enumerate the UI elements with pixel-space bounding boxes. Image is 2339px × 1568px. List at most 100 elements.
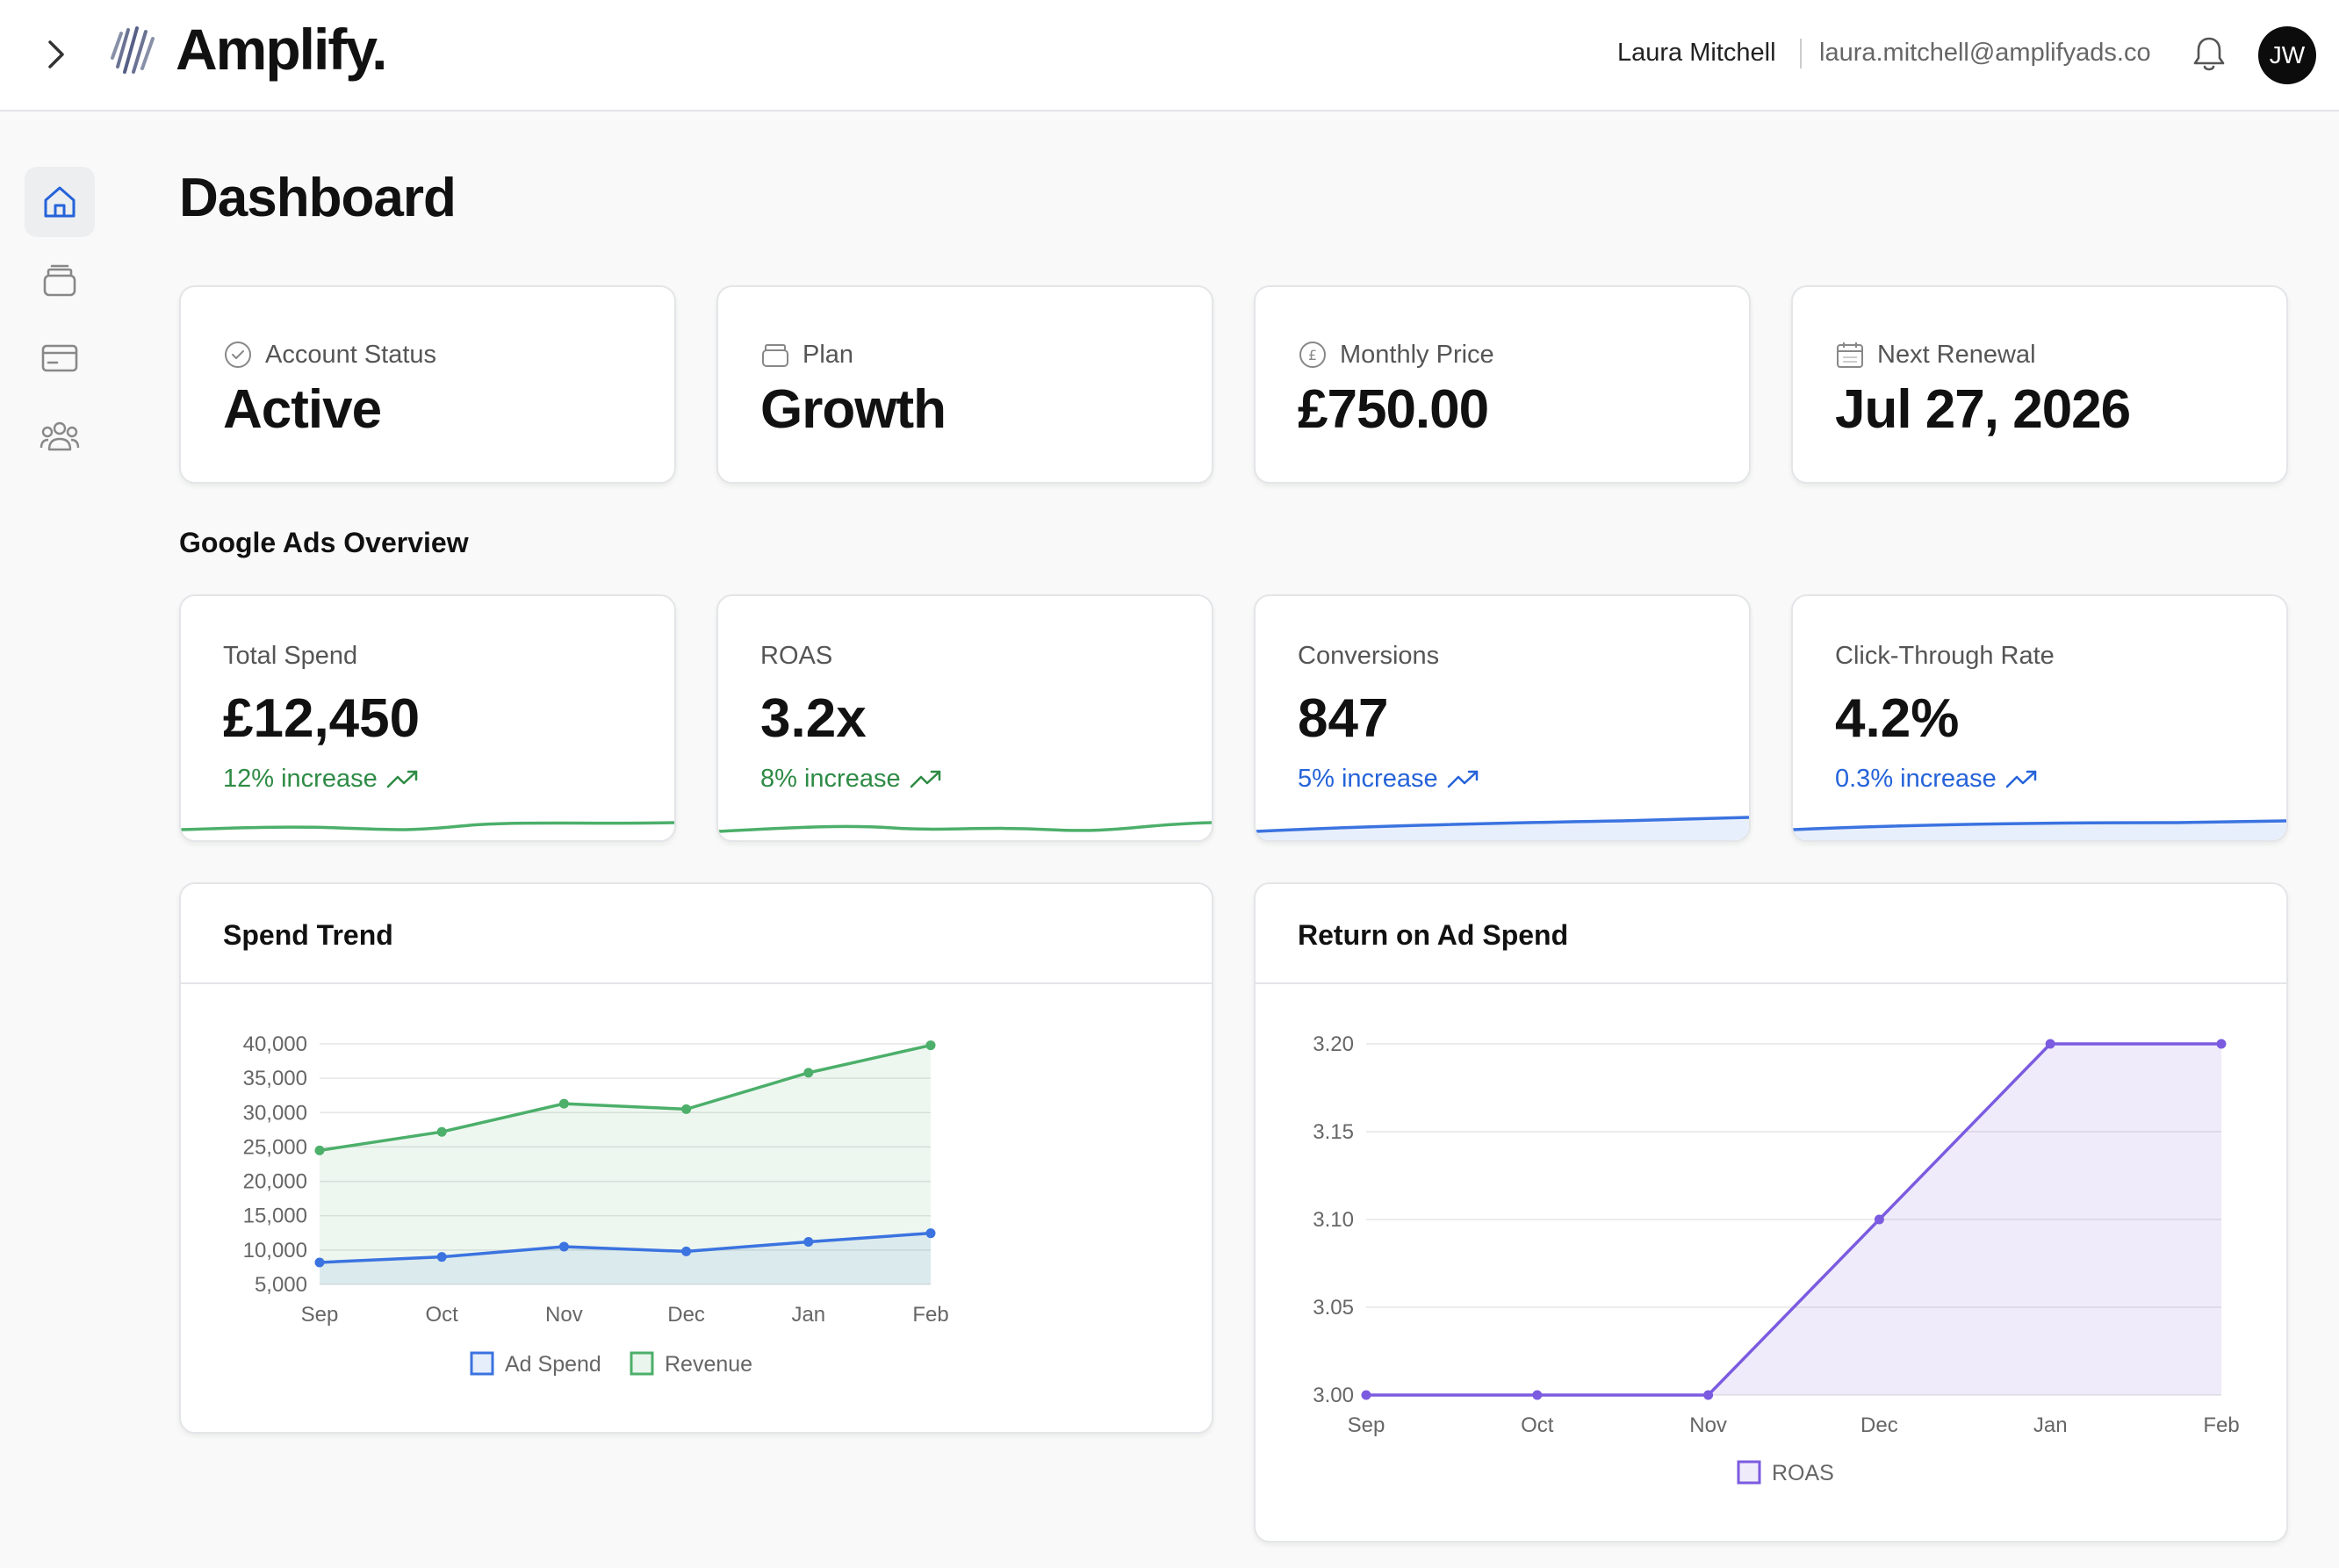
metric-card-total-spend: Total Spend £12,450 12% increase bbox=[179, 594, 676, 842]
y-tick-label: 5,000 bbox=[255, 1273, 307, 1297]
metric-change: 8% increase bbox=[760, 765, 943, 794]
account-status-card: Account Status Active bbox=[179, 285, 676, 484]
data-point bbox=[1874, 1214, 1884, 1225]
metric-card-conversions: Conversions 847 5% increase bbox=[1254, 594, 1751, 842]
next-renewal-card: Next Renewal Jul 27, 2026 bbox=[1791, 285, 2288, 484]
legend-swatch bbox=[630, 1351, 654, 1376]
stack-icon bbox=[43, 264, 76, 297]
sparkline bbox=[1793, 819, 2286, 840]
metric-change-text: 5% increase bbox=[1298, 765, 1438, 793]
data-point bbox=[1703, 1390, 1714, 1400]
sidebar-item-plans[interactable] bbox=[25, 246, 95, 316]
sparkline bbox=[718, 821, 1212, 833]
monthly-price-card: £ Monthly Price £750.00 bbox=[1254, 285, 1751, 484]
metric-card-roas: ROAS 3.2x 8% increase bbox=[716, 594, 1213, 842]
page-title: Dashboard bbox=[179, 168, 457, 228]
data-point bbox=[2045, 1039, 2055, 1049]
metric-value: £12,450 bbox=[223, 688, 421, 749]
header-divider bbox=[1800, 39, 1802, 68]
legend-label: ROAS bbox=[1772, 1461, 1834, 1485]
metric-change-text: 0.3% increase bbox=[1835, 765, 1997, 793]
home-icon bbox=[44, 186, 76, 218]
notifications-button[interactable] bbox=[2190, 33, 2228, 76]
expand-sidebar-button[interactable] bbox=[39, 35, 74, 74]
legend-label: Ad Spend bbox=[505, 1352, 601, 1377]
data-point bbox=[436, 1252, 447, 1262]
data-point bbox=[436, 1126, 447, 1137]
avatar[interactable]: JW bbox=[2258, 26, 2316, 84]
sidebar-item-team[interactable] bbox=[25, 400, 95, 471]
calendar-icon bbox=[1837, 342, 1863, 368]
y-tick-label: 15,000 bbox=[243, 1205, 307, 1228]
data-point bbox=[803, 1068, 814, 1078]
data-point bbox=[1361, 1390, 1371, 1400]
data-point bbox=[314, 1145, 325, 1155]
x-tick-label: Oct bbox=[426, 1303, 459, 1327]
metric-change: 5% increase bbox=[1298, 765, 1480, 794]
series-area bbox=[320, 1045, 931, 1284]
data-point bbox=[2216, 1039, 2227, 1049]
metric-change-text: 8% increase bbox=[760, 765, 901, 793]
y-tick-label: 25,000 bbox=[243, 1135, 307, 1159]
data-point bbox=[558, 1241, 569, 1252]
chevron-right-icon bbox=[48, 40, 64, 68]
trending-up-icon bbox=[910, 770, 940, 788]
brand-name[interactable]: Amplify. bbox=[176, 17, 387, 82]
plan-card: Plan Growth bbox=[716, 285, 1213, 484]
card-label: Account Status bbox=[265, 340, 437, 369]
chart-title: Spend Trend bbox=[223, 919, 393, 951]
y-tick-label: 3.20 bbox=[1313, 1032, 1354, 1056]
data-point bbox=[558, 1098, 569, 1109]
svg-text:£: £ bbox=[1308, 347, 1317, 363]
sidebar-item-billing[interactable] bbox=[25, 323, 95, 393]
x-tick-label: Sep bbox=[301, 1303, 339, 1327]
y-tick-label: 10,000 bbox=[243, 1239, 307, 1262]
spend-trend-chart: 40,000 35,000 30,000 25,000 20,000 15,000 10,0… bbox=[243, 1032, 949, 1377]
data-point bbox=[681, 1104, 692, 1114]
series-area bbox=[320, 1233, 931, 1284]
x-tick-label: Dec bbox=[1860, 1413, 1898, 1437]
x-tick-label: Sep bbox=[1348, 1413, 1385, 1437]
y-tick-label: 20,000 bbox=[243, 1170, 307, 1194]
card-label: Monthly Price bbox=[1340, 340, 1494, 369]
y-tick-label: 3.05 bbox=[1313, 1296, 1354, 1320]
card-value: Growth bbox=[760, 379, 946, 440]
x-tick-label: Feb bbox=[912, 1303, 948, 1327]
metric-change: 12% increase bbox=[223, 765, 420, 794]
metric-label: Click-Through Rate bbox=[1835, 642, 2055, 670]
bell-icon bbox=[2193, 37, 2225, 71]
metric-change-text: 12% increase bbox=[223, 765, 378, 793]
metric-label: ROAS bbox=[760, 642, 833, 670]
x-tick-label: Dec bbox=[667, 1303, 705, 1327]
series-area bbox=[1366, 1044, 2221, 1395]
chart-title: Return on Ad Spend bbox=[1298, 919, 1569, 951]
sidebar-item-home[interactable] bbox=[25, 167, 95, 237]
legend-swatch bbox=[1737, 1460, 1761, 1485]
card-value: Jul 27, 2026 bbox=[1835, 379, 2131, 440]
trending-up-icon bbox=[2005, 770, 2037, 788]
trending-up-icon bbox=[386, 770, 417, 788]
card-value: £750.00 bbox=[1298, 379, 1489, 440]
data-point bbox=[925, 1040, 936, 1051]
data-point bbox=[803, 1236, 814, 1247]
roas-card: Return on Ad Spend 3.20 3.15 3.10 3.05 3.00 S… bbox=[1254, 882, 2288, 1543]
data-point bbox=[1532, 1390, 1543, 1400]
x-tick-label: Nov bbox=[1689, 1413, 1727, 1437]
user-name: Laura Mitchell bbox=[1617, 39, 1776, 67]
metric-card-ctr: Click-Through Rate 4.2% 0.3% increase bbox=[1791, 594, 2288, 842]
data-point bbox=[314, 1257, 325, 1268]
legend-label: Revenue bbox=[665, 1352, 752, 1377]
sparkline bbox=[181, 821, 674, 831]
series-line bbox=[1366, 1042, 2221, 1397]
section-title: Google Ads Overview bbox=[179, 527, 469, 558]
card-label: Plan bbox=[802, 340, 854, 369]
series-line bbox=[319, 1043, 932, 1153]
y-tick-label: 35,000 bbox=[243, 1067, 307, 1090]
metric-value: 3.2x bbox=[760, 688, 867, 749]
series-line bbox=[319, 1231, 932, 1264]
roas-chart: 3.20 3.15 3.10 3.05 3.00 Sep Oct Nov Dec Jan Feb RO… bbox=[1313, 1032, 2239, 1485]
card-label: Next Renewal bbox=[1877, 340, 2036, 369]
credit-card-icon bbox=[41, 344, 78, 372]
y-tick-label: 3.00 bbox=[1313, 1384, 1354, 1407]
spend-trend-card: Spend Trend 40,000 35,000 30,000 25,000 20,0… bbox=[179, 882, 1213, 1434]
